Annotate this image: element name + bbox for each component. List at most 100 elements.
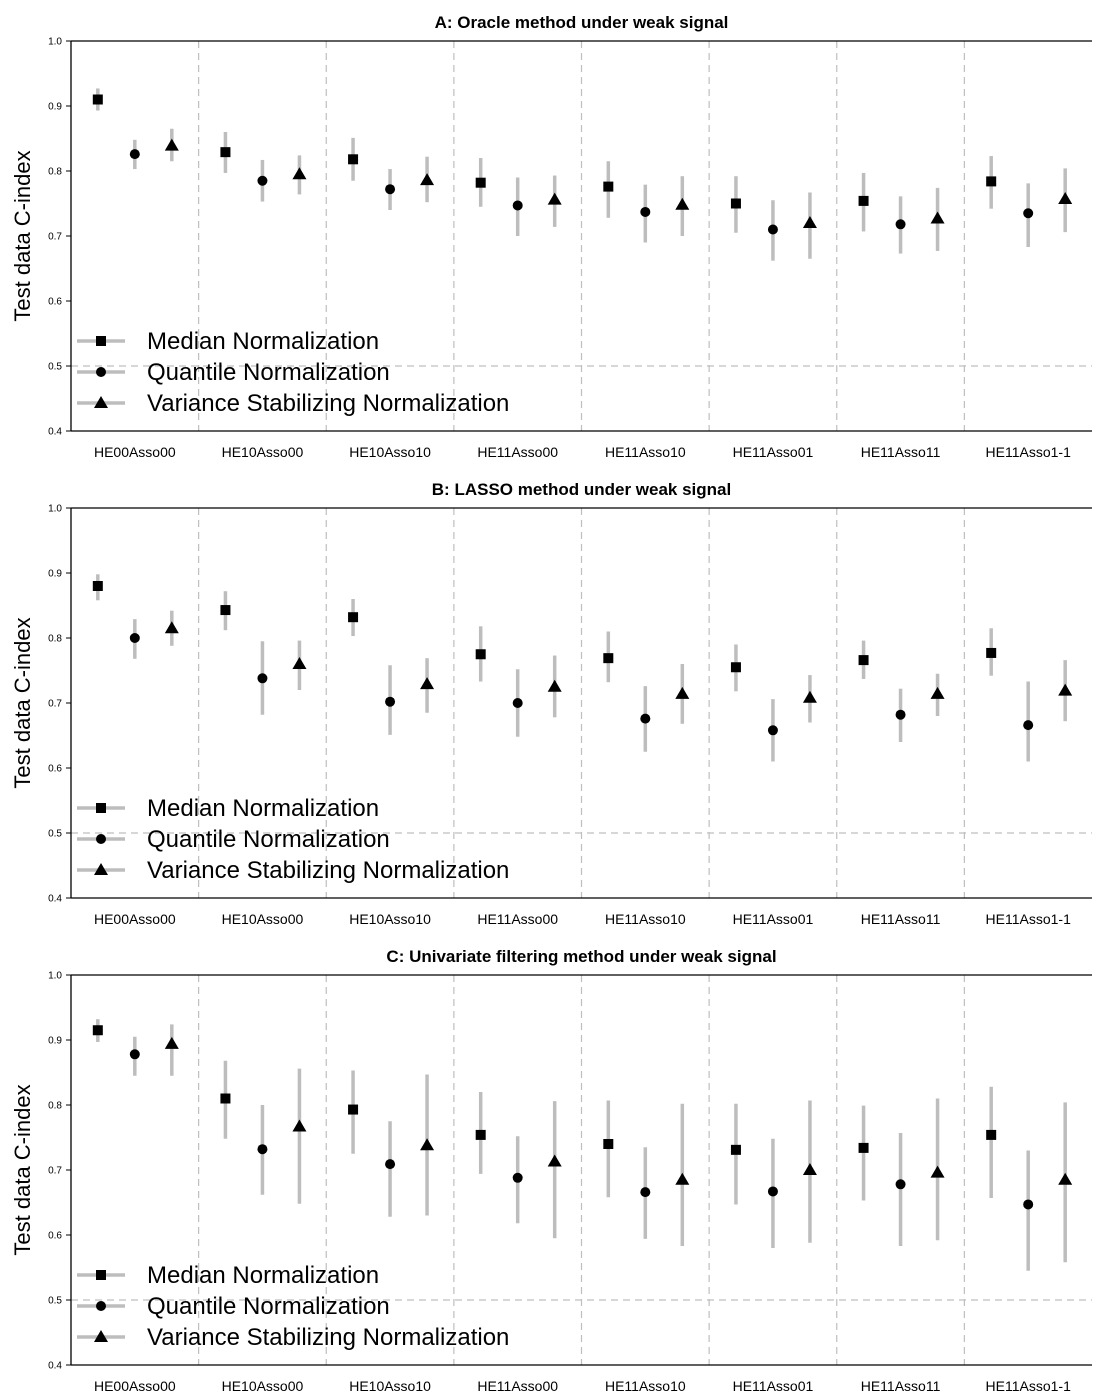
data-point xyxy=(420,677,435,690)
data-point xyxy=(164,138,179,151)
x-tick-label: HE10Asso00 xyxy=(222,444,304,460)
y-tick-label: 0.5 xyxy=(48,1296,62,1307)
x-tick-label: HE11Asso01 xyxy=(733,1378,814,1391)
legend: Median Normalization Quantile Normalizati… xyxy=(77,328,509,417)
series-square xyxy=(92,574,997,692)
legend-label: Quantile Normalization xyxy=(147,359,390,386)
data-point xyxy=(164,1036,179,1049)
data-point xyxy=(129,633,140,643)
data-point xyxy=(930,1165,945,1178)
data-point xyxy=(385,696,396,707)
data-point xyxy=(512,1172,523,1183)
y-tick-label: 0.8 xyxy=(48,1101,62,1112)
x-tick-label: HE10Asso00 xyxy=(222,1378,304,1391)
data-point xyxy=(348,154,359,165)
x-tick-label: HE00Asso00 xyxy=(94,911,176,927)
series-triangle xyxy=(164,128,1073,259)
data-point xyxy=(802,216,817,228)
data-point xyxy=(292,1119,307,1132)
legend: Median Normalization Quantile Normalizati… xyxy=(77,1262,509,1351)
x-tick-label: HE11Asso11 xyxy=(861,1378,941,1391)
y-tick-label: 0.6 xyxy=(48,297,62,308)
x-tick-label: HE10Asso10 xyxy=(349,444,431,460)
x-tick-label: HE10Asso10 xyxy=(349,911,431,927)
legend-label: Variance Stabilizing Normalization xyxy=(147,1324,509,1351)
series-square xyxy=(92,88,997,233)
data-point xyxy=(895,219,906,230)
chart-title: A: Oracle method under weak signal xyxy=(435,13,729,32)
legend-label: Quantile Normalization xyxy=(147,826,390,853)
data-point xyxy=(858,195,869,206)
series-square xyxy=(92,1019,997,1205)
data-point xyxy=(930,211,945,224)
legend: Median Normalization Quantile Normalizati… xyxy=(77,795,509,884)
y-tick-label: 0.6 xyxy=(48,764,62,775)
data-point xyxy=(675,197,690,210)
data-point xyxy=(512,698,523,708)
data-point xyxy=(92,581,103,591)
data-point xyxy=(257,1144,268,1155)
y-tick-label: 0.5 xyxy=(48,829,62,840)
x-tick-label: HE11Asso00 xyxy=(477,911,558,927)
data-point xyxy=(348,1104,359,1115)
y-tick-label: 0.7 xyxy=(48,232,62,243)
data-point xyxy=(512,200,523,211)
data-point xyxy=(603,653,614,664)
data-point xyxy=(986,1129,997,1140)
y-tick-label: 0.9 xyxy=(48,102,62,113)
y-tick-label: 0.4 xyxy=(48,894,62,905)
data-point xyxy=(730,662,741,673)
data-point xyxy=(730,1144,741,1155)
data-point xyxy=(640,713,651,724)
y-tick-label: 0.4 xyxy=(48,427,62,438)
y-tick-label: 0.5 xyxy=(48,362,62,373)
y-axis-label: Test data C-index xyxy=(10,617,35,788)
x-tick-label: HE10Asso00 xyxy=(222,911,304,927)
x-tick-label: HE00Asso00 xyxy=(94,444,176,460)
data-point xyxy=(385,184,396,195)
legend-label: Variance Stabilizing Normalization xyxy=(147,390,509,417)
x-tick-label: HE11Asso10 xyxy=(605,1378,686,1391)
data-point xyxy=(858,655,869,666)
y-tick-label: 0.8 xyxy=(48,634,62,645)
x-tick-label: HE11Asso01 xyxy=(733,911,814,927)
legend-marker xyxy=(96,1301,106,1311)
y-tick-label: 0.7 xyxy=(48,1166,62,1177)
chart-title: C: Univariate filtering method under wea… xyxy=(386,947,776,966)
x-tick-label: HE10Asso10 xyxy=(349,1378,431,1391)
data-point xyxy=(385,1159,396,1170)
chart-panel-b: B: LASSO method under weak signal Test da… xyxy=(10,480,1092,927)
data-point xyxy=(420,173,435,186)
data-point xyxy=(675,686,690,699)
legend-marker xyxy=(96,834,106,844)
x-tick-label: HE11Asso00 xyxy=(477,1378,558,1391)
data-point xyxy=(802,1163,817,1175)
data-point xyxy=(1023,720,1034,731)
y-tick-label: 0.7 xyxy=(48,699,62,710)
data-point xyxy=(767,1186,778,1197)
y-tick-label: 1.0 xyxy=(48,504,62,515)
data-point xyxy=(767,725,778,736)
legend-marker xyxy=(96,336,106,346)
data-point xyxy=(986,176,997,187)
data-point xyxy=(895,709,906,720)
data-point xyxy=(348,612,359,623)
y-tick-label: 0.8 xyxy=(48,167,62,178)
y-tick-label: 1.0 xyxy=(48,37,62,48)
data-point xyxy=(547,1154,562,1167)
data-point xyxy=(220,1093,231,1104)
data-point xyxy=(129,1049,140,1060)
data-point xyxy=(603,181,614,192)
data-point xyxy=(767,224,778,235)
data-point xyxy=(475,177,486,188)
legend-marker xyxy=(96,803,106,813)
data-point xyxy=(292,167,307,180)
data-point xyxy=(1023,208,1034,219)
legend-label: Median Normalization xyxy=(147,328,379,355)
data-point xyxy=(547,679,562,692)
data-point xyxy=(603,1139,614,1149)
data-point xyxy=(1023,1199,1034,1210)
x-tick-label: HE11Asso10 xyxy=(605,911,686,927)
x-tick-label: HE11Asso11 xyxy=(861,444,941,460)
data-point xyxy=(675,1172,690,1185)
